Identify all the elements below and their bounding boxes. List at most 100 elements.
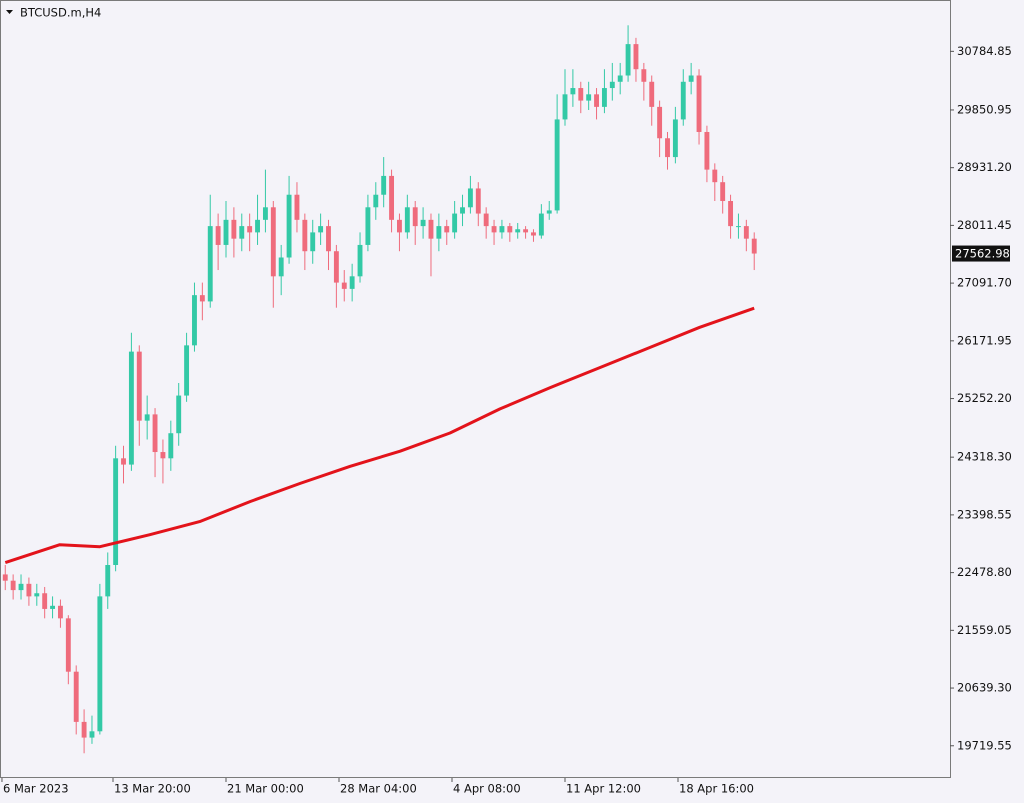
chart-title: BTCUSD.m,H4 (20, 6, 101, 20)
candle-body (255, 219, 260, 233)
candle-body (633, 44, 639, 70)
candle-body (523, 229, 529, 233)
candle-body (168, 433, 174, 459)
candle-body (310, 232, 316, 252)
candle-body (680, 81, 686, 120)
candle-body (105, 565, 111, 597)
candle-body (10, 580, 16, 591)
candle-body (199, 295, 205, 302)
y-tick-label: 29850.95 (957, 102, 1012, 116)
candle-body (381, 175, 387, 195)
candle-body (609, 81, 615, 89)
candle-body (294, 194, 300, 220)
y-tick-label: 27091.70 (957, 276, 1012, 290)
candle-body (428, 219, 434, 239)
candle-body (460, 207, 465, 214)
candle-body (688, 75, 694, 82)
candle-body (601, 88, 607, 107)
y-tick-label: 24318.30 (957, 450, 1012, 464)
candle-body (672, 119, 678, 158)
candle-body (215, 226, 221, 245)
candle-body (2, 574, 8, 581)
symbol-menu-icon[interactable] (6, 10, 13, 14)
last-price-box (952, 245, 1010, 262)
candle-body (546, 210, 552, 214)
candle-body (397, 219, 402, 233)
candle-body (50, 605, 56, 609)
y-tick-label: 25252.20 (957, 391, 1012, 405)
x-tick-label: 28 Mar 04:00 (340, 782, 417, 796)
candle-body (184, 345, 190, 396)
candle-body (720, 182, 726, 202)
candle-body (412, 207, 418, 227)
candle-body (704, 131, 710, 170)
x-tick-label: 6 Mar 2023 (3, 782, 69, 796)
candle-body (18, 583, 24, 591)
y-tick-label: 23398.55 (957, 507, 1012, 521)
candle-body (617, 75, 623, 82)
candle-body (136, 351, 142, 421)
y-tick-label: 20639.30 (957, 681, 1012, 695)
candle-body (499, 226, 505, 233)
x-tick-label: 18 Apr 16:00 (679, 782, 754, 796)
candle-body (357, 244, 363, 277)
candle-body (373, 194, 379, 208)
candle-body (278, 257, 284, 277)
candle-body (26, 583, 32, 597)
candle-body (743, 226, 749, 239)
candle-body (270, 207, 276, 277)
y-tick-label: 30784.85 (957, 44, 1012, 58)
candle-body (515, 229, 521, 233)
y-tick-label: 28011.45 (957, 218, 1012, 232)
candle-body (641, 69, 647, 82)
candle-body (247, 226, 253, 233)
candle-body (554, 119, 560, 211)
candle-body (239, 226, 245, 239)
candle-body (176, 395, 182, 434)
plot-frame (0, 0, 951, 778)
y-tick-label: 28931.20 (957, 160, 1012, 174)
y-tick-label: 21559.05 (957, 623, 1012, 637)
candle-body (436, 226, 442, 239)
candle-body (231, 219, 237, 239)
last-price-label: 27562.98 (955, 247, 1010, 261)
candle-body (192, 295, 197, 346)
candle-body (467, 188, 473, 208)
moving-average-line (4, 306, 755, 565)
plot (2, 25, 757, 754)
candle-body (65, 618, 71, 672)
candle-body (262, 207, 268, 220)
candle-body (420, 219, 426, 227)
candle-body (751, 238, 757, 254)
x-tick-label: 11 Apr 12:00 (566, 782, 641, 796)
candle-body (594, 94, 599, 107)
candle-body (286, 194, 292, 258)
candle-body (491, 226, 497, 233)
candle-body (318, 226, 324, 233)
candle-body (736, 226, 741, 228)
candle-body (341, 282, 347, 289)
candle-body (578, 88, 584, 101)
candle-body (34, 593, 40, 597)
candle-body (302, 219, 308, 252)
candle-body (152, 414, 158, 453)
candle-body (113, 458, 119, 566)
candle-body (649, 81, 655, 107)
candle-body (207, 226, 213, 302)
candle-body (483, 213, 489, 227)
candle-body (223, 219, 229, 245)
candle-body (349, 276, 355, 289)
candle-body (326, 226, 331, 252)
candle-body (42, 593, 48, 609)
candle-body (475, 188, 481, 214)
candle-body (389, 175, 395, 220)
candle-body (128, 351, 134, 465)
candle-body (404, 207, 410, 233)
candle-body (89, 731, 95, 738)
candle-body (728, 201, 734, 227)
candle-body (696, 75, 702, 132)
candle-body (531, 232, 536, 236)
candle-body (712, 169, 718, 183)
y-tick-label: 19719.55 (957, 738, 1012, 752)
